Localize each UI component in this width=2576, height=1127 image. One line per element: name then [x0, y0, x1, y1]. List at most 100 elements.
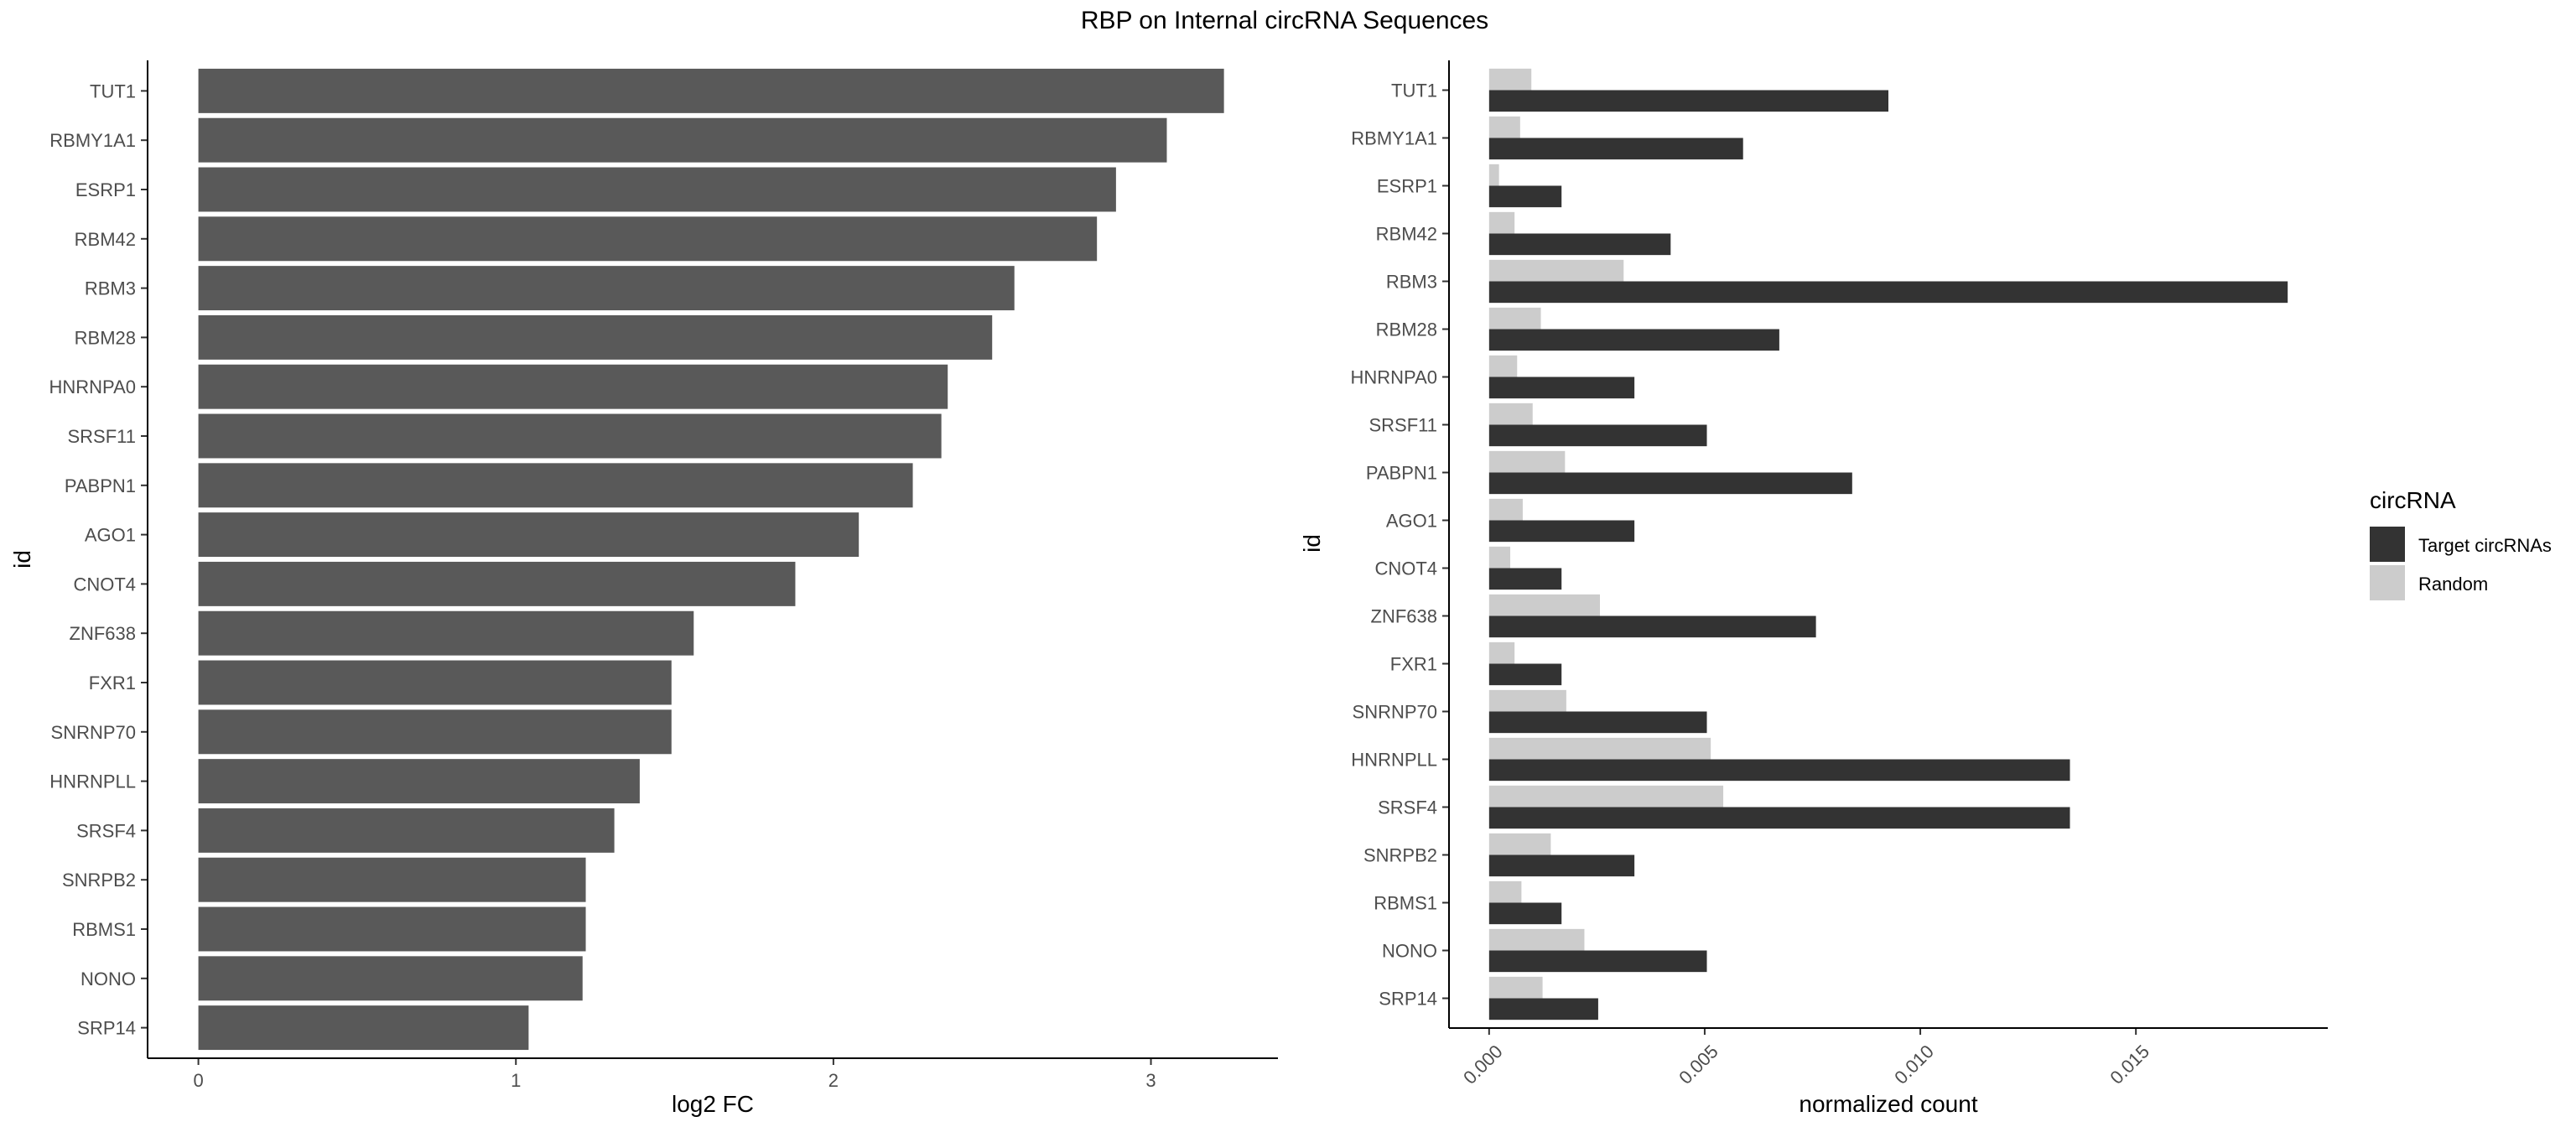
left-bar-hnrnpa0 — [198, 364, 948, 409]
right-bar-random-rbm3 — [1488, 259, 1624, 282]
right-y-tick-label: SRP14 — [1379, 989, 1437, 1010]
left-x-ticks: 0 1 2 3 — [193, 1058, 1156, 1091]
left-bar-rbmy1a1 — [198, 117, 1167, 163]
left-bar-rbms1 — [198, 906, 586, 952]
left-y-tick-label: NONO — [80, 969, 136, 989]
legend-label-random: Random — [2418, 574, 2488, 595]
left-bar-esrp1 — [198, 167, 1116, 212]
right-panel: TUT1 RBMY1A1 ESRP1 RBM42 RBM3 RBM28 HNRNPA0 SRS… — [1299, 60, 2328, 1117]
right-y-tick-label: AGO1 — [1386, 511, 1437, 532]
right-bar-target-tut1 — [1488, 90, 1888, 112]
right-bar-random-rbm42 — [1488, 211, 1515, 234]
left-y-tick-label: AGO1 — [85, 525, 136, 546]
right-bar-target-rbms1 — [1488, 902, 1562, 925]
left-y-tick-label: HNRNPA0 — [49, 377, 136, 397]
left-bars — [198, 68, 1224, 1051]
right-bar-target-pabpn1 — [1488, 472, 1852, 495]
left-bar-tut1 — [198, 68, 1224, 113]
plot-title: RBP on Internal circRNA Sequences — [1081, 7, 1488, 34]
right-bar-target-hnrnpa0 — [1488, 377, 1635, 399]
left-y-tick-label: RBM3 — [85, 278, 136, 299]
right-bar-target-rbmy1a1 — [1488, 138, 1743, 160]
right-bar-target-rbm3 — [1488, 281, 2288, 304]
right-y-tick-label: HNRNPLL — [1351, 750, 1437, 771]
left-bar-snrpb2 — [198, 857, 586, 902]
right-y-ticks: TUT1 RBMY1A1 ESRP1 RBM42 RBM3 RBM28 HNRNPA0 SRS… — [1350, 80, 1449, 1010]
right-y-tick-label: SRSF11 — [1368, 415, 1437, 436]
right-bar-target-srsf4 — [1488, 807, 2070, 829]
left-bar-srp14 — [198, 1005, 529, 1051]
right-bar-random-tut1 — [1488, 68, 1532, 91]
left-y-tick-label: SNRNP70 — [51, 722, 136, 743]
right-y-axis-title: id — [1299, 534, 1325, 553]
left-panel: TUT1 RBMY1A1 ESRP1 RBM42 RBM3 RBM28 HNRNPA0 SRS… — [9, 60, 1278, 1117]
right-y-tick-label: CNOT4 — [1374, 558, 1437, 579]
right-y-tick-label: PABPN1 — [1366, 463, 1437, 484]
left-bar-fxr1 — [198, 660, 672, 705]
left-y-axis-title: id — [9, 550, 35, 569]
right-y-tick-label: HNRNPA0 — [1350, 367, 1437, 388]
right-y-tick-label: RBMS1 — [1374, 893, 1437, 914]
right-bar-target-snrpb2 — [1488, 854, 1635, 877]
left-y-tick-label: SRP14 — [77, 1018, 136, 1039]
left-bar-rbm28 — [198, 314, 993, 360]
right-bars — [1488, 68, 2288, 1021]
left-bar-ago1 — [198, 512, 860, 558]
right-bar-target-ago1 — [1488, 520, 1635, 543]
right-bar-random-pabpn1 — [1488, 450, 1566, 473]
right-bar-target-fxr1 — [1488, 663, 1562, 686]
right-y-tick-label: RBMY1A1 — [1351, 128, 1437, 149]
right-y-tick-label: FXR1 — [1390, 654, 1437, 675]
left-y-tick-label: RBM28 — [75, 327, 136, 348]
right-y-tick-label: RBM3 — [1386, 272, 1437, 293]
left-bar-rbm42 — [198, 216, 1098, 262]
left-y-tick-label: TUT1 — [90, 80, 136, 101]
right-bar-random-ago1 — [1488, 498, 1523, 521]
right-y-tick-label: SRSF4 — [1378, 797, 1437, 818]
right-bar-random-srsf4 — [1488, 785, 1724, 808]
left-bar-snrnp70 — [198, 709, 672, 755]
right-bar-target-znf638 — [1488, 615, 1816, 638]
right-bar-random-hnrnpll — [1488, 737, 1711, 760]
left-bar-cnot4 — [198, 561, 796, 606]
left-y-tick-label: ESRP1 — [75, 179, 136, 200]
right-bar-target-hnrnpll — [1488, 759, 2070, 782]
right-bar-target-srp14 — [1488, 998, 1598, 1021]
left-y-tick-label: SRSF4 — [76, 820, 136, 841]
right-bar-random-fxr1 — [1488, 641, 1515, 664]
right-bar-target-snrnp70 — [1488, 711, 1707, 734]
left-bar-pabpn1 — [198, 463, 913, 508]
right-bar-target-rbm28 — [1488, 329, 1779, 351]
left-y-tick-label: SNRPB2 — [62, 870, 136, 891]
right-bar-random-esrp1 — [1488, 164, 1499, 186]
left-bar-srsf11 — [198, 413, 942, 459]
right-bar-random-snrnp70 — [1488, 689, 1566, 712]
left-y-tick-label: SRSF11 — [67, 426, 136, 447]
left-bar-rbm3 — [198, 266, 1015, 311]
right-bar-random-znf638 — [1488, 594, 1600, 616]
right-bar-random-rbm28 — [1488, 307, 1541, 330]
right-y-tick-label: RBM28 — [1376, 319, 1437, 340]
right-bar-random-rbmy1a1 — [1488, 116, 1520, 138]
right-y-tick-label: TUT1 — [1391, 80, 1437, 101]
legend-swatch-target-circrnas — [2370, 527, 2405, 562]
right-x-axis-title: normalized count — [1799, 1091, 1977, 1117]
left-y-tick-label: HNRNPLL — [49, 771, 136, 792]
right-bar-random-srsf11 — [1488, 402, 1533, 425]
right-bar-random-cnot4 — [1488, 546, 1511, 569]
left-y-tick-label: RBMY1A1 — [49, 130, 136, 151]
right-y-tick-label: NONO — [1382, 941, 1437, 962]
right-y-tick-label: ZNF638 — [1371, 606, 1437, 627]
left-x-tick-label: 1 — [511, 1070, 521, 1091]
right-y-tick-label: RBM42 — [1376, 224, 1437, 245]
right-bar-target-esrp1 — [1488, 185, 1562, 208]
right-y-tick-label: ESRP1 — [1377, 176, 1437, 197]
right-y-tick-label: SNRNP70 — [1353, 702, 1437, 723]
right-bar-target-cnot4 — [1488, 568, 1562, 590]
left-y-ticks: TUT1 RBMY1A1 ESRP1 RBM42 RBM3 RBM28 HNRNPA0 SRS… — [49, 80, 148, 1039]
left-x-tick-label: 3 — [1145, 1070, 1156, 1091]
right-bar-random-nono — [1488, 928, 1585, 951]
left-bar-nono — [198, 956, 583, 1001]
right-bar-random-rbms1 — [1488, 880, 1522, 903]
